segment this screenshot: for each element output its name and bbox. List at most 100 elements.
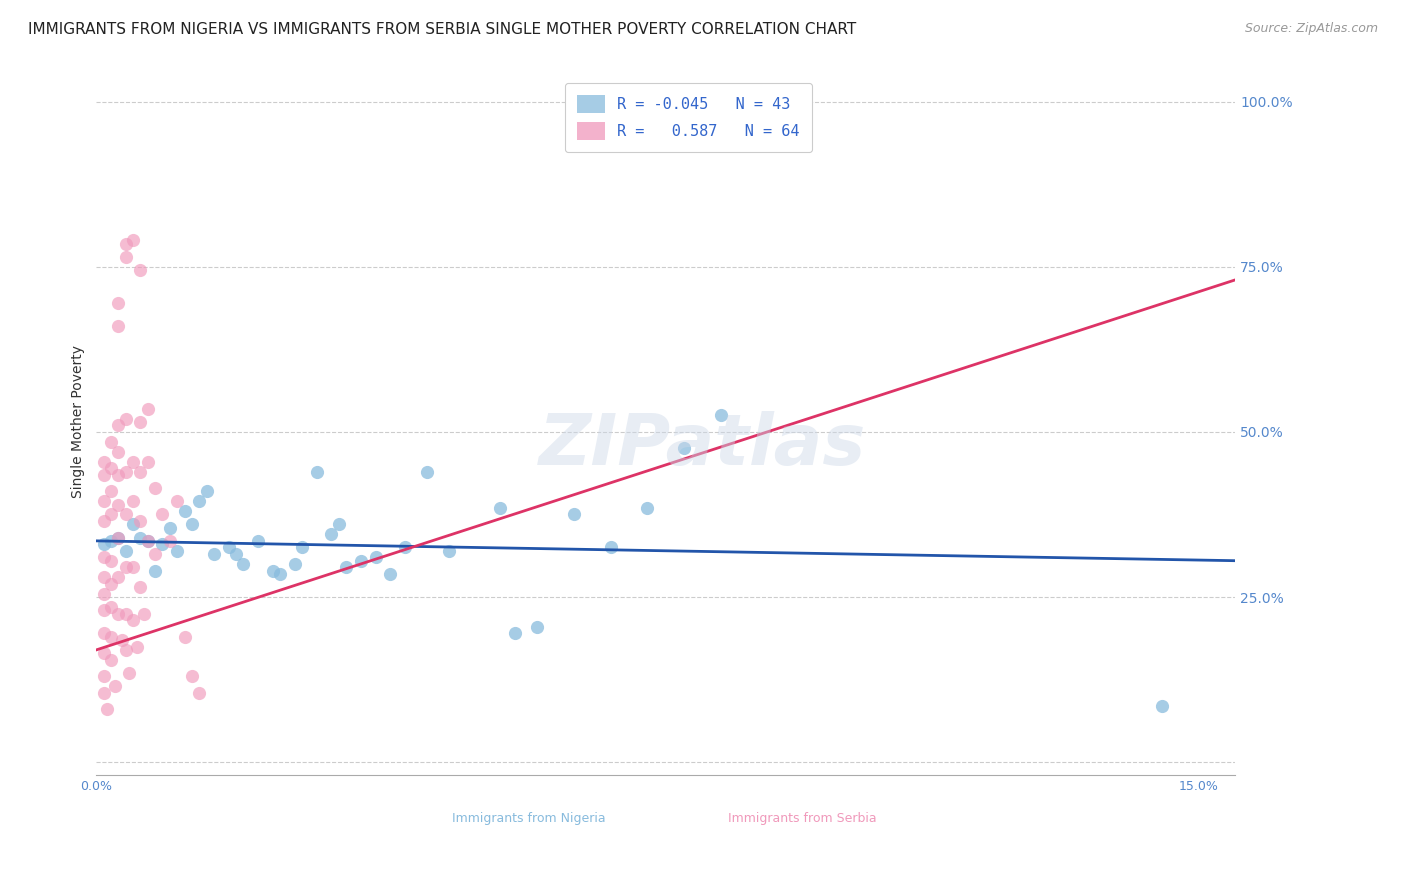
Point — [100, 630, 122, 644]
Point — [114, 643, 136, 657]
Point — [129, 415, 152, 429]
Point — [114, 607, 136, 621]
Point — [173, 504, 195, 518]
Point — [93, 467, 115, 482]
Point — [114, 508, 136, 522]
Point — [321, 527, 343, 541]
Point — [100, 533, 122, 548]
Point — [107, 319, 129, 334]
Point — [152, 537, 174, 551]
Point — [114, 543, 136, 558]
Point — [188, 494, 211, 508]
Point — [673, 442, 696, 456]
Point — [159, 533, 181, 548]
Point — [111, 632, 134, 647]
Point — [118, 665, 141, 680]
Point — [129, 263, 152, 277]
Point — [93, 494, 115, 508]
Point — [503, 626, 526, 640]
Point — [136, 401, 159, 416]
Point — [129, 465, 152, 479]
Point — [107, 498, 129, 512]
Point — [328, 517, 350, 532]
Point — [100, 434, 122, 449]
Point — [437, 543, 460, 558]
Point — [107, 531, 129, 545]
Point — [526, 620, 548, 634]
Point — [93, 669, 115, 683]
Text: IMMIGRANTS FROM NIGERIA VS IMMIGRANTS FROM SERBIA SINGLE MOTHER POVERTY CORRELAT: IMMIGRANTS FROM NIGERIA VS IMMIGRANTS FR… — [28, 22, 856, 37]
Point — [710, 409, 733, 423]
Point — [100, 599, 122, 614]
Point — [100, 484, 122, 499]
Point — [136, 454, 159, 468]
Point — [202, 547, 225, 561]
Point — [114, 465, 136, 479]
Point — [122, 233, 145, 247]
Point — [107, 467, 129, 482]
Point — [188, 686, 211, 700]
Point — [93, 550, 115, 565]
Point — [166, 494, 188, 508]
Point — [364, 550, 387, 565]
Point — [93, 646, 115, 660]
Point — [394, 541, 416, 555]
Point — [562, 508, 585, 522]
Point — [143, 564, 166, 578]
Point — [107, 570, 129, 584]
Point — [100, 653, 122, 667]
Point — [114, 560, 136, 574]
Legend: R = -0.045   N = 43, R =   0.587   N = 64: R = -0.045 N = 43, R = 0.587 N = 64 — [565, 83, 811, 153]
Point — [107, 531, 129, 545]
Point — [122, 454, 145, 468]
Point — [122, 613, 145, 627]
Point — [380, 566, 402, 581]
Point — [335, 560, 357, 574]
Point — [218, 541, 240, 555]
Point — [114, 236, 136, 251]
Point — [132, 607, 155, 621]
Point — [93, 603, 115, 617]
Point — [152, 508, 174, 522]
Y-axis label: Single Mother Poverty: Single Mother Poverty — [72, 345, 86, 499]
Point — [122, 494, 145, 508]
Point — [114, 411, 136, 425]
Point — [269, 566, 291, 581]
Point — [180, 669, 202, 683]
Point — [143, 547, 166, 561]
Point — [599, 541, 621, 555]
Point — [107, 444, 129, 458]
Point — [93, 626, 115, 640]
Point — [180, 517, 202, 532]
Point — [195, 484, 218, 499]
Point — [93, 514, 115, 528]
Point — [350, 554, 373, 568]
Point — [114, 250, 136, 264]
Point — [159, 521, 181, 535]
Text: Immigrants from Serbia: Immigrants from Serbia — [728, 812, 877, 825]
Point — [107, 418, 129, 433]
Point — [125, 640, 148, 654]
Point — [136, 533, 159, 548]
Point — [129, 580, 152, 594]
Point — [1150, 699, 1173, 714]
Point — [104, 679, 127, 693]
Point — [232, 557, 254, 571]
Point — [166, 543, 188, 558]
Point — [129, 514, 152, 528]
Point — [96, 702, 118, 716]
Point — [93, 570, 115, 584]
Text: Source: ZipAtlas.com: Source: ZipAtlas.com — [1244, 22, 1378, 36]
Point — [122, 560, 145, 574]
Point — [100, 461, 122, 475]
Point — [93, 454, 115, 468]
Point — [93, 686, 115, 700]
Point — [489, 500, 512, 515]
Point — [246, 533, 269, 548]
Point — [416, 465, 439, 479]
Point — [100, 508, 122, 522]
Point — [129, 531, 152, 545]
Point — [93, 537, 115, 551]
Point — [100, 577, 122, 591]
Point — [284, 557, 307, 571]
